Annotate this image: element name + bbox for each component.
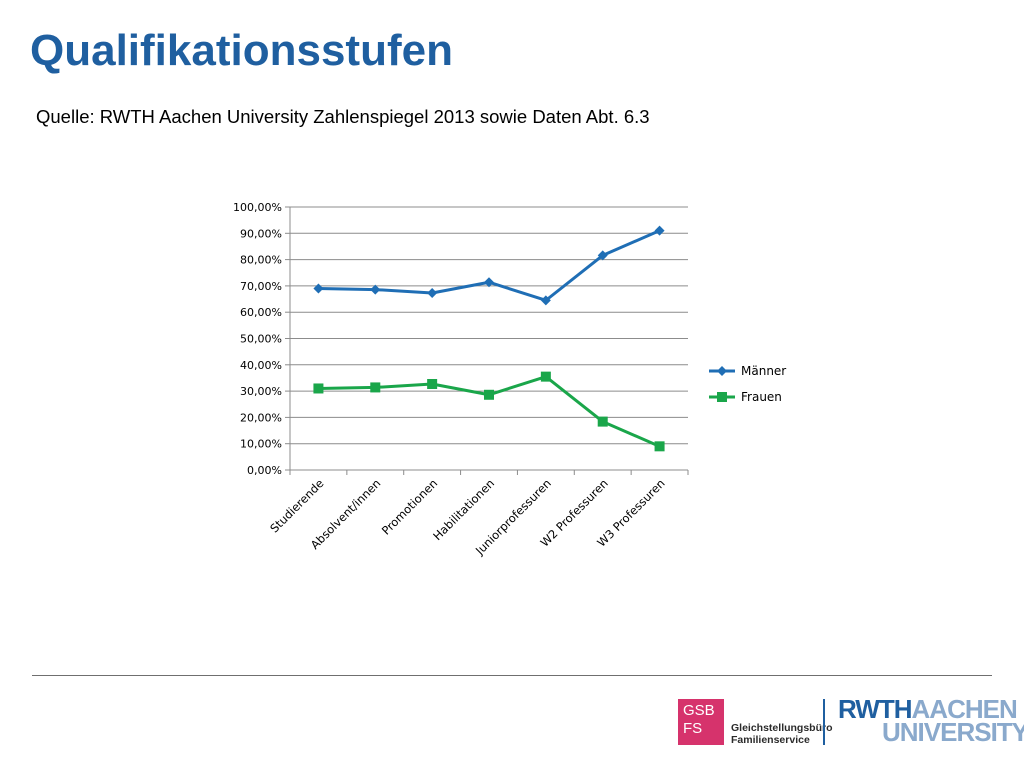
data-point-marker — [597, 416, 608, 427]
legend-marker — [717, 392, 727, 402]
gsb-fs-logo: GSB FS — [678, 699, 724, 745]
data-point-marker — [427, 288, 438, 299]
gsb-name-line1: Gleichstellungsbüro — [731, 722, 833, 734]
data-point-marker — [484, 277, 494, 288]
data-point-marker — [370, 382, 381, 393]
series-line-maenner — [318, 229, 661, 302]
university-word: UNIVERSITY — [882, 717, 1024, 747]
y-tick-label: 20,00% — [240, 411, 282, 424]
y-tick-label: 70,00% — [240, 280, 282, 293]
rwth-aachen-logo: RWTHAACHEN UNIVERSITY — [838, 696, 1024, 747]
data-point-marker — [370, 284, 381, 295]
data-point-marker — [540, 295, 551, 306]
data-point-marker — [654, 225, 665, 236]
page-title: Qualifikationsstufen — [30, 26, 453, 75]
y-tick-label: 0,00% — [247, 464, 282, 477]
y-tick-label: 50,00% — [240, 333, 282, 346]
data-point-marker — [313, 383, 324, 394]
line-chart: 0,00% 10,00% 20,00% 30,00% 40,00% 50,00% 60,00… — [233, 201, 786, 558]
y-tick-label: 100,00% — [233, 201, 282, 214]
data-point-marker — [597, 250, 608, 261]
data-point-marker — [654, 441, 665, 452]
rwth-word: RWTH — [838, 694, 913, 724]
gsb-name: Gleichstellungsbüro Familienservice — [731, 722, 833, 746]
y-tick-label: 10,00% — [240, 438, 282, 451]
gsb-logo-text: GSB — [683, 702, 715, 719]
footer-divider — [32, 675, 992, 676]
source-note: Quelle: RWTH Aachen University Zahlenspi… — [36, 106, 650, 127]
data-point-marker — [540, 371, 551, 382]
x-tick-label: Studierende — [267, 476, 326, 535]
logo-divider — [823, 699, 825, 745]
series-line-frauen — [318, 375, 661, 448]
y-tick-label: 90,00% — [240, 227, 282, 240]
x-tick-label: Promotionen — [379, 476, 440, 537]
aachen-word: AACHEN — [911, 694, 1018, 724]
y-tick-label: 40,00% — [240, 359, 282, 372]
fs-logo-text: FS — [683, 720, 703, 737]
legend-label: Männer — [741, 364, 786, 378]
legend-marker — [717, 366, 727, 376]
data-point-marker — [313, 283, 324, 294]
legend-label: Frauen — [741, 390, 782, 404]
data-point-marker — [484, 389, 494, 400]
data-point-marker — [427, 378, 438, 389]
gsb-name-line2: Familienservice — [731, 734, 810, 746]
y-tick-label: 30,00% — [240, 385, 282, 398]
y-tick-label: 60,00% — [240, 306, 282, 319]
y-tick-label: 80,00% — [240, 254, 282, 267]
